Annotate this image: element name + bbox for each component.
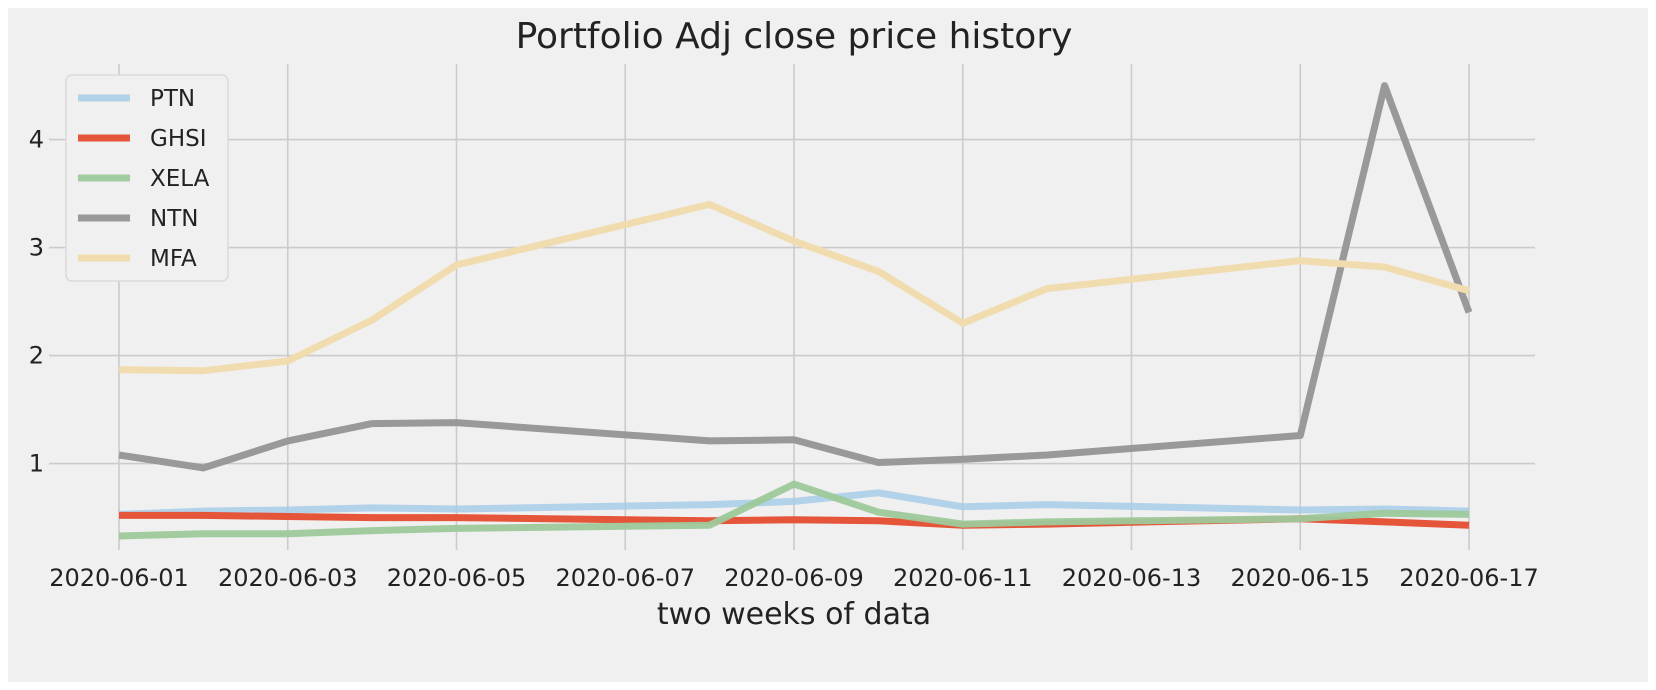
y-tick-label: 4 bbox=[29, 126, 44, 154]
legend-label-ptn: PTN bbox=[150, 86, 195, 112]
legend-box bbox=[65, 74, 229, 282]
series-line-ptn bbox=[118, 489, 1470, 518]
x-tick-label: 2020-06-11 bbox=[893, 564, 1032, 592]
x-axis-ticks: 2020-06-01 2020-06-03 2020-06-05 2020-06-07… bbox=[49, 564, 1538, 592]
x-axis-label: two weeks of data bbox=[657, 597, 931, 632]
legend-label-mfa: MFA bbox=[150, 246, 197, 272]
grid bbox=[49, 64, 1535, 550]
chart-title: Portfolio Adj close price history bbox=[516, 16, 1073, 57]
x-tick-label: 2020-06-05 bbox=[387, 564, 526, 592]
y-axis-ticks: 1 2 3 4 bbox=[29, 126, 44, 478]
chart-figure: Portfolio Adj close price history 2020-0… bbox=[8, 8, 1648, 682]
legend-label-xela: XELA bbox=[150, 166, 210, 192]
x-tick-label: 2020-06-15 bbox=[1231, 564, 1370, 592]
x-tick-label: 2020-06-09 bbox=[724, 564, 863, 592]
series-line-xela bbox=[118, 480, 1470, 540]
series-line-mfa bbox=[118, 200, 1470, 375]
y-tick-label: 1 bbox=[29, 450, 44, 478]
legend-label-ntn: NTN bbox=[150, 206, 198, 232]
legend: PTN GHSI XELA NTN MFA bbox=[65, 74, 229, 282]
x-tick-label: 2020-06-01 bbox=[49, 564, 188, 592]
series-lines bbox=[118, 82, 1473, 540]
x-tick-label: 2020-06-03 bbox=[218, 564, 357, 592]
x-tick-label: 2020-06-13 bbox=[1062, 564, 1201, 592]
legend-label-ghsi: GHSI bbox=[150, 126, 207, 152]
x-tick-label: 2020-06-07 bbox=[556, 564, 695, 592]
series-line-ntn bbox=[118, 82, 1473, 472]
x-tick-label: 2020-06-17 bbox=[1399, 564, 1538, 592]
y-tick-label: 3 bbox=[29, 234, 44, 262]
line-chart: Portfolio Adj close price history 2020-0… bbox=[29, 16, 1539, 632]
y-tick-label: 2 bbox=[29, 342, 44, 370]
